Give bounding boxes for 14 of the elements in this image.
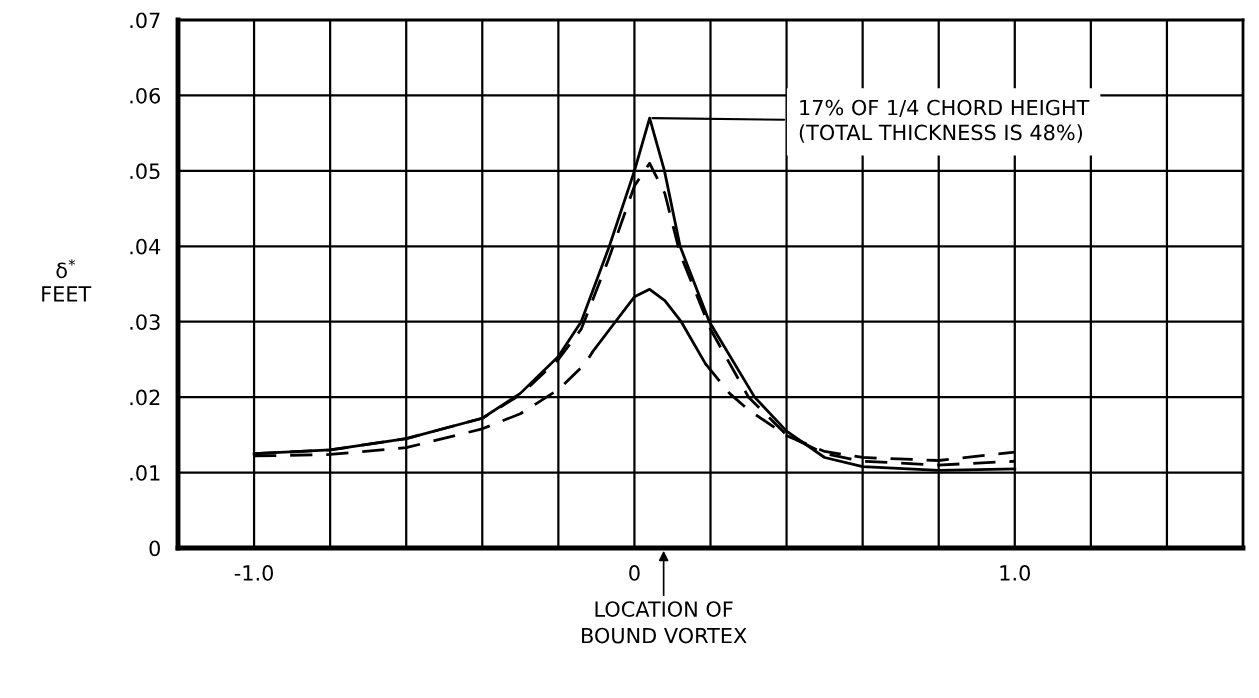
y-tick-label: .01 [130,465,160,481]
x-tick-label: 0 [629,565,640,581]
y-tick-label: .06 [130,87,161,104]
x-tick-label: 1.0 [1000,565,1030,581]
y-tick-label: 0 [149,540,160,557]
y-tick-label: .03 [130,314,160,330]
x-tick-label: -1.0 [234,565,274,581]
y-tick-label: .07 [130,12,160,29]
text: δ$^{*}$ FEET [42,259,92,302]
y-tick-label: .04 [130,238,161,255]
y-tick-label: .02 [130,389,160,406]
y-tick-label: .05 [130,163,160,180]
annotation: 17% OF 1/4 CHORD HEIGHT (TOTAL THICKNESS IS 48%) [799,99,1090,143]
text: LOCATION OF BOUND VORTEX [582,601,747,644]
